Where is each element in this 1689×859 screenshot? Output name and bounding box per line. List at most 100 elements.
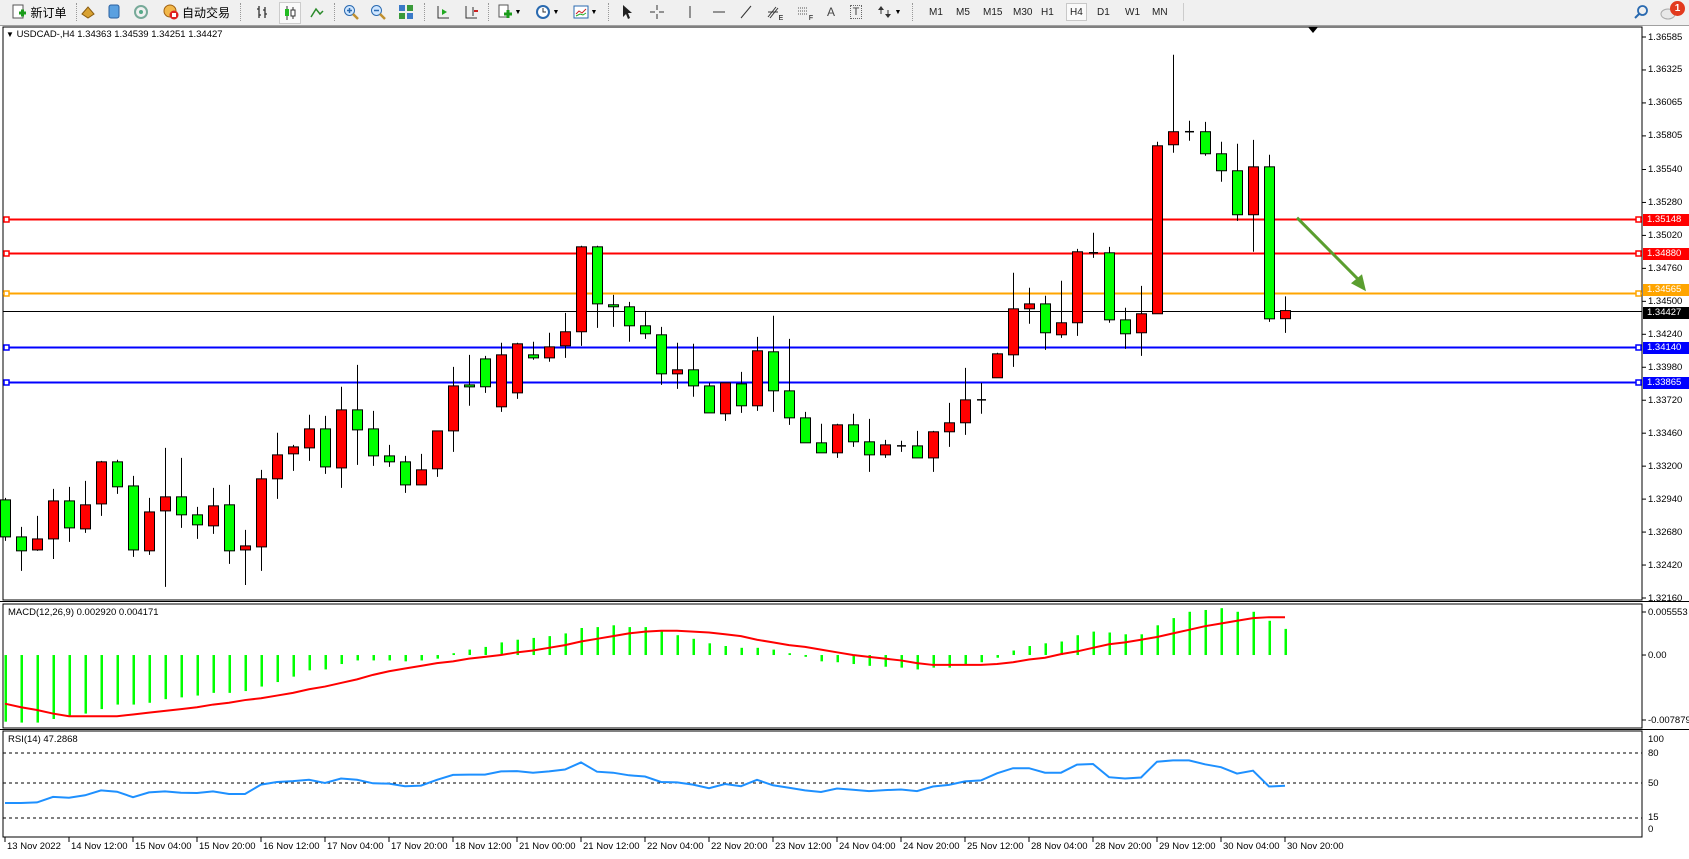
zoom-in-button[interactable] [341,2,361,22]
timeframe-d1[interactable]: D1 [1097,6,1110,18]
price-axis-label: 1.36325 [1648,64,1683,76]
candlestick-chart-button[interactable] [279,2,301,24]
candle-body-up [32,538,43,551]
candle [1040,295,1051,350]
zoom-out-icon [370,4,386,20]
candle [368,410,379,466]
candle [112,459,123,494]
candle-body-down [1216,153,1227,172]
vertical-line-button[interactable] [680,2,700,22]
macd-histogram-bar [292,655,295,677]
periods-dropdown[interactable]: ▼ [532,2,562,22]
candle [1008,272,1019,367]
tile-windows-button[interactable] [396,2,416,22]
candle-body-down [480,358,491,388]
crosshair-tool-button[interactable] [647,2,667,22]
notification-badge: 1 [1670,1,1685,16]
level-price-tag: 1.34565 [1643,283,1689,296]
macd-histogram-bar [1092,631,1095,656]
candle-body-down [64,500,75,529]
candle-body-down [624,306,635,327]
macd-histogram-bar [356,655,359,661]
macd-histogram-bar [1076,635,1079,656]
fibo-channel-button[interactable]: E [764,2,786,22]
macd-histogram-bar [420,655,423,661]
candle [144,497,155,555]
market-watch-button[interactable] [78,2,98,22]
time-axis-label: 15 Nov 20:00 [199,841,256,852]
data-window-button[interactable] [104,2,124,22]
candle-body-down [368,428,379,457]
chart-window[interactable] [0,26,1689,859]
trendline-button[interactable] [736,2,756,22]
candle [304,414,315,461]
new-order-button[interactable]: 新订单 [6,2,72,22]
time-axis-label: 24 Nov 04:00 [839,841,896,852]
timeframe-m5[interactable]: M5 [956,6,970,18]
macd-axis-label: -0.007879 [1648,714,1689,726]
candle-body-down [912,445,923,459]
candle [688,343,699,397]
timeframe-h1[interactable]: H1 [1041,6,1054,18]
horizontal-line-button[interactable] [709,2,729,22]
cursor-tool-button[interactable] [617,2,637,22]
timeframe-m30[interactable]: M30 [1013,6,1033,18]
candle [832,423,843,458]
timeframe-m1[interactable]: M1 [929,6,943,18]
new-chart-dropdown[interactable]: ▼ [494,2,524,22]
macd-histogram-bar [260,655,263,687]
collapse-triangle-icon[interactable]: ▼ [6,30,14,39]
arrow-head-icon [1351,274,1366,292]
time-axis-label: 14 Nov 12:00 [71,841,128,852]
candle [192,506,203,539]
current-price-tag: 1.34427 [1643,307,1689,320]
candle-body-up [96,461,107,505]
chart-shift-button[interactable] [461,2,481,22]
macd-histogram-bar [436,655,439,659]
arrows-dropdown[interactable]: ▼ [874,2,904,22]
text-label-button[interactable]: A [822,2,840,22]
line-chart-button[interactable] [307,2,327,22]
timeframe-mn[interactable]: MN [1152,6,1168,18]
macd-histogram-bar [980,655,983,663]
time-axis-label: 16 Nov 12:00 [263,841,320,852]
macd-histogram-bar [484,646,487,656]
template-icon [573,4,589,20]
macd-histogram-bar [612,625,615,656]
candle [240,529,251,585]
text-tool-button[interactable]: T [847,2,865,22]
candle [528,341,539,360]
fibo-lines-icon [797,5,809,19]
rsi-axis-label: 100 [1648,733,1664,745]
macd-histogram-bar [468,649,471,656]
candle-body-down [864,441,875,456]
search-button[interactable] [1631,2,1651,22]
time-axis-label: 17 Nov 04:00 [327,841,384,852]
templates-dropdown[interactable]: ▼ [570,2,600,22]
zoom-out-button[interactable] [368,2,388,22]
navigator-button[interactable] [131,2,151,22]
candle [1104,246,1115,323]
level-handle-right [1635,344,1642,351]
auto-trading-button[interactable]: 自动交易 [158,2,234,22]
candle-body-down [784,390,795,419]
fibo-retracement-button[interactable]: F [794,2,816,22]
macd-histogram-bar [244,655,247,692]
auto-scroll-button[interactable] [433,2,453,22]
macd-histogram-bar [676,635,679,656]
timeframe-m15[interactable]: M15 [983,6,1003,18]
bar-chart-button[interactable] [252,2,272,22]
candle-body-down [688,369,699,387]
macd-histogram-bar [532,637,535,656]
candle [1264,154,1275,322]
timeframe-w1[interactable]: W1 [1125,6,1140,18]
candle-body-up [240,545,251,551]
macd-histogram-bar [276,655,279,683]
candle [1072,248,1083,336]
macd-histogram-bar [1284,628,1287,656]
candle [288,444,299,471]
macd-histogram-bar [1220,608,1223,656]
candle-body-up [448,385,459,432]
timeframe-h4[interactable]: H4 [1066,3,1087,21]
candle [720,382,731,421]
